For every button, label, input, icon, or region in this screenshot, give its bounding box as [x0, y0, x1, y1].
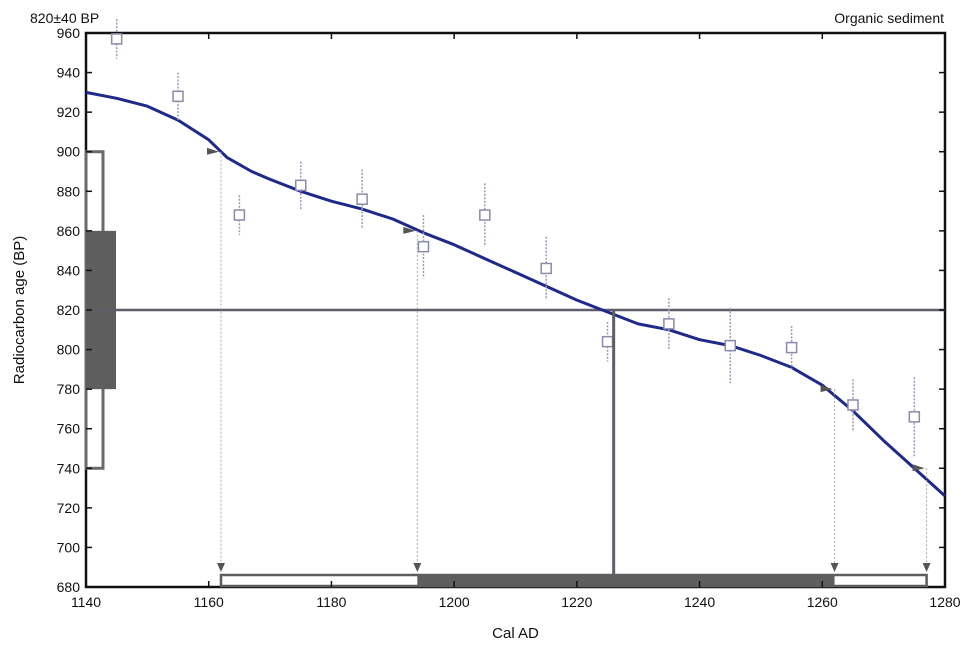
range-arrow-marker	[922, 563, 931, 572]
curve-intersection-marker	[206, 147, 219, 155]
chart-title-left: 820±40 BP	[30, 10, 100, 26]
measurement-point	[663, 318, 675, 330]
measurement-point	[295, 179, 307, 192]
y-tick-label: 900	[57, 144, 81, 160]
y-tick-label: 720	[57, 500, 81, 516]
x-tick-label: 1160	[194, 594, 224, 610]
measurement-point	[540, 262, 552, 275]
range-arrow-marker	[413, 563, 422, 572]
y-tick-label: 860	[57, 223, 81, 239]
measurement-point	[847, 399, 859, 411]
x-tick-label: 1200	[439, 594, 470, 610]
y-tick-label: 840	[57, 262, 81, 278]
y-tick-label: 740	[57, 460, 81, 476]
y-tick-label: 820	[57, 302, 81, 318]
range-arrow-marker	[830, 563, 839, 572]
measurement-point	[110, 33, 123, 45]
measurement-point	[479, 209, 491, 221]
measurement-point	[356, 193, 368, 205]
x-axis-label: Cal AD	[492, 625, 539, 642]
x-tick-label: 1140	[71, 594, 101, 610]
curve-intersection-marker	[403, 226, 416, 234]
measurement-point	[601, 335, 614, 348]
measurement-point	[417, 240, 430, 253]
measurement-point	[724, 339, 736, 352]
measurement-point	[785, 341, 798, 354]
measurement-point	[172, 90, 184, 103]
y-tick-label: 680	[57, 579, 81, 595]
y-tick-label: 920	[57, 104, 81, 120]
y-tick-label: 880	[57, 183, 81, 199]
measurement-point	[908, 411, 921, 423]
y-tick-label: 700	[57, 539, 81, 555]
x-tick-label: 1240	[684, 594, 715, 610]
y-tick-label: 800	[57, 342, 81, 358]
calibration-curve	[85, 90, 947, 498]
measurement-point	[233, 209, 246, 221]
curve-intersection-marker	[820, 385, 833, 393]
calibrated-1sigma-bar	[417, 575, 835, 586]
x-tick-label: 1260	[807, 594, 838, 610]
x-tick-label: 1220	[561, 594, 592, 610]
range-arrow-marker	[216, 563, 225, 572]
y-axis-label: Radiocarbon age (BP)	[11, 236, 28, 384]
curve-intersection-marker	[912, 464, 925, 472]
chart-title-right: Organic sediment	[834, 10, 944, 26]
y-tick-label: 960	[57, 25, 81, 41]
y-tick-label: 940	[57, 65, 81, 81]
y-tick-label: 780	[57, 381, 81, 397]
x-tick-label: 1280	[929, 594, 960, 610]
x-tick-label: 1180	[316, 594, 346, 610]
y-tick-label: 760	[57, 421, 81, 437]
